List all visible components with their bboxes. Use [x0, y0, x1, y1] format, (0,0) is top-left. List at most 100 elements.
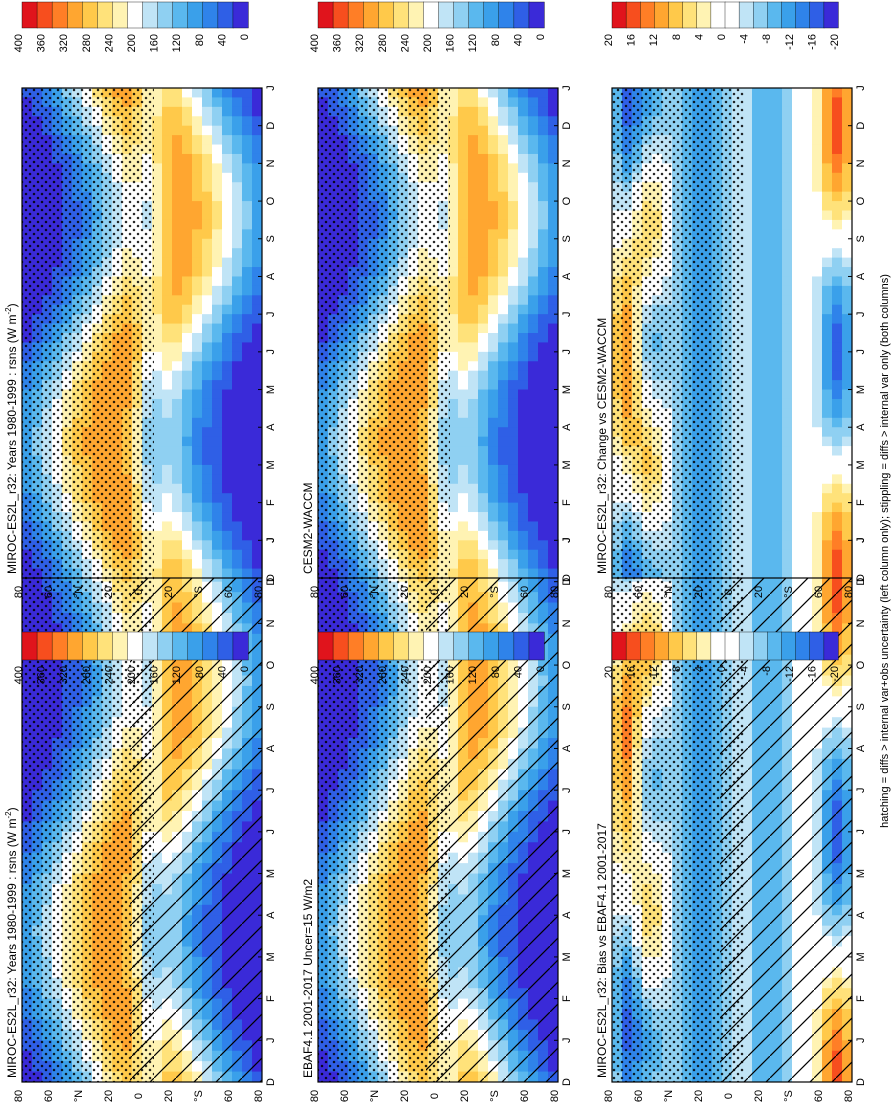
cell [468, 446, 479, 457]
cell [222, 493, 233, 504]
lat-tick-label: 60 [223, 1090, 235, 1102]
cell [508, 502, 519, 513]
cell [518, 285, 529, 296]
month-tick-label: J [561, 537, 573, 543]
cell [242, 333, 253, 344]
cell [242, 521, 253, 532]
cell [498, 502, 509, 513]
cell [448, 568, 459, 578]
cell [478, 361, 489, 372]
cell [508, 323, 519, 334]
month-tick-label: J [561, 1038, 573, 1044]
cell [458, 116, 469, 127]
cell [232, 559, 243, 570]
cell [508, 436, 519, 447]
cell [232, 144, 243, 155]
cell [152, 408, 163, 419]
cell [518, 238, 529, 249]
cell [222, 257, 233, 268]
cell [182, 370, 193, 381]
cell [468, 285, 479, 296]
cell [152, 512, 163, 523]
cell [202, 540, 213, 551]
cell [182, 512, 193, 523]
cell [172, 163, 183, 174]
cell [488, 295, 499, 306]
cell [162, 125, 173, 136]
lat-tick-label: 20 [399, 1090, 411, 1102]
cell [498, 333, 509, 344]
cell [152, 540, 163, 551]
cell [222, 512, 233, 523]
cell [172, 229, 183, 240]
cell [518, 361, 529, 372]
cell [498, 88, 509, 99]
cell [222, 446, 233, 457]
cell [518, 446, 529, 457]
cell [458, 540, 469, 551]
cell [152, 464, 163, 475]
cell [478, 351, 489, 362]
cell [252, 219, 262, 230]
cell [212, 436, 223, 447]
cell [172, 417, 183, 428]
cell [232, 295, 243, 306]
cell [162, 446, 173, 457]
cell [162, 512, 173, 523]
cell [528, 276, 539, 287]
cell [232, 116, 243, 127]
cell [488, 398, 499, 409]
cell [162, 116, 173, 127]
cell [242, 540, 253, 551]
cell [192, 342, 203, 353]
cell [192, 238, 203, 249]
cell [232, 549, 243, 560]
month-tick-label: A [265, 272, 277, 280]
cell [212, 342, 223, 353]
cell [212, 201, 223, 212]
cell [448, 361, 459, 372]
cell [468, 97, 479, 108]
cell [202, 549, 213, 560]
cell [508, 483, 519, 494]
cell [488, 257, 499, 268]
cell [458, 512, 469, 523]
cell [528, 333, 539, 344]
cell [498, 257, 509, 268]
cell [498, 361, 509, 372]
cell [468, 549, 479, 560]
cell [202, 342, 213, 353]
cell [508, 370, 519, 381]
cell [172, 304, 183, 315]
cell [488, 427, 499, 438]
month-tick-label: F [265, 995, 277, 1002]
cell [508, 88, 519, 99]
cell [182, 248, 193, 259]
cell [242, 153, 253, 164]
cell [448, 238, 459, 249]
cell [172, 521, 183, 532]
month-tick-label: M [265, 385, 277, 394]
cell [468, 361, 479, 372]
cell [478, 370, 489, 381]
cell [152, 229, 163, 240]
cell [478, 182, 489, 193]
cell [162, 182, 173, 193]
cell [192, 97, 203, 108]
cell [448, 229, 459, 240]
cell [498, 559, 509, 570]
cell [498, 568, 509, 578]
cell [528, 267, 539, 278]
cell [458, 219, 469, 230]
cell [192, 135, 203, 146]
cell [518, 229, 529, 240]
cell [212, 521, 223, 532]
cell [508, 163, 519, 174]
cell [488, 323, 499, 334]
cell [152, 172, 163, 183]
cell [232, 163, 243, 174]
title-superscript: -2 [4, 307, 13, 315]
cell [508, 116, 519, 127]
cell [488, 229, 499, 240]
cell [448, 408, 459, 419]
